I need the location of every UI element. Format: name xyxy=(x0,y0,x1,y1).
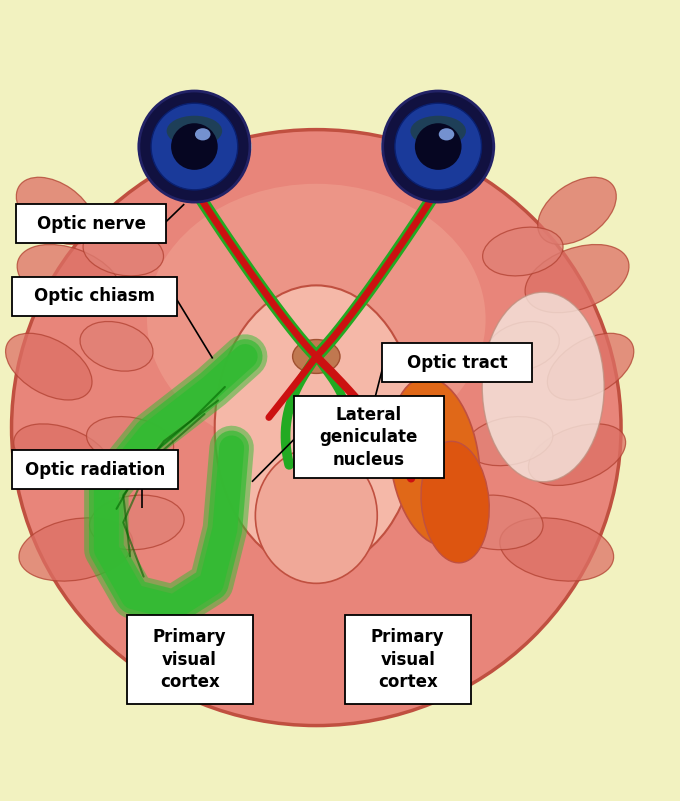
Ellipse shape xyxy=(86,417,173,465)
Ellipse shape xyxy=(439,128,454,140)
Ellipse shape xyxy=(421,441,490,563)
Circle shape xyxy=(171,123,218,170)
Text: Optic tract: Optic tract xyxy=(407,353,507,372)
Circle shape xyxy=(415,123,462,170)
Circle shape xyxy=(383,91,494,202)
FancyBboxPatch shape xyxy=(294,396,443,478)
Text: Optic chiasm: Optic chiasm xyxy=(34,288,154,305)
Ellipse shape xyxy=(14,424,111,485)
Circle shape xyxy=(395,103,481,190)
Ellipse shape xyxy=(221,128,252,164)
Ellipse shape xyxy=(167,115,222,147)
Ellipse shape xyxy=(381,128,412,164)
Ellipse shape xyxy=(256,448,377,583)
Ellipse shape xyxy=(17,244,121,312)
FancyBboxPatch shape xyxy=(16,204,166,244)
Ellipse shape xyxy=(528,424,626,485)
Ellipse shape xyxy=(80,321,153,371)
Ellipse shape xyxy=(12,130,621,726)
Text: Primary
visual
cortex: Primary visual cortex xyxy=(153,628,226,690)
Ellipse shape xyxy=(525,244,629,312)
Ellipse shape xyxy=(5,333,92,400)
Ellipse shape xyxy=(292,340,340,373)
Ellipse shape xyxy=(390,377,480,545)
Ellipse shape xyxy=(215,285,418,570)
Ellipse shape xyxy=(16,177,95,244)
Ellipse shape xyxy=(486,321,560,371)
Ellipse shape xyxy=(464,128,495,164)
Circle shape xyxy=(139,91,250,202)
Ellipse shape xyxy=(500,518,613,581)
Text: Primary
visual
cortex: Primary visual cortex xyxy=(371,628,445,690)
Ellipse shape xyxy=(449,495,543,549)
Ellipse shape xyxy=(19,518,133,581)
Ellipse shape xyxy=(547,333,634,400)
Circle shape xyxy=(151,103,238,190)
Ellipse shape xyxy=(147,183,486,455)
FancyBboxPatch shape xyxy=(345,615,471,704)
Ellipse shape xyxy=(90,495,184,549)
FancyBboxPatch shape xyxy=(12,450,178,489)
Ellipse shape xyxy=(466,417,553,465)
Ellipse shape xyxy=(411,115,466,147)
Text: Optic nerve: Optic nerve xyxy=(37,215,146,233)
FancyBboxPatch shape xyxy=(382,343,532,382)
Ellipse shape xyxy=(195,128,211,140)
Ellipse shape xyxy=(83,227,163,276)
Text: Optic radiation: Optic radiation xyxy=(24,461,165,478)
Text: Lateral
geniculate
nucleus: Lateral geniculate nucleus xyxy=(320,406,418,469)
Ellipse shape xyxy=(137,128,168,164)
Ellipse shape xyxy=(482,292,604,481)
Ellipse shape xyxy=(483,227,563,276)
FancyBboxPatch shape xyxy=(12,276,177,316)
FancyBboxPatch shape xyxy=(126,615,253,704)
Ellipse shape xyxy=(538,177,616,244)
